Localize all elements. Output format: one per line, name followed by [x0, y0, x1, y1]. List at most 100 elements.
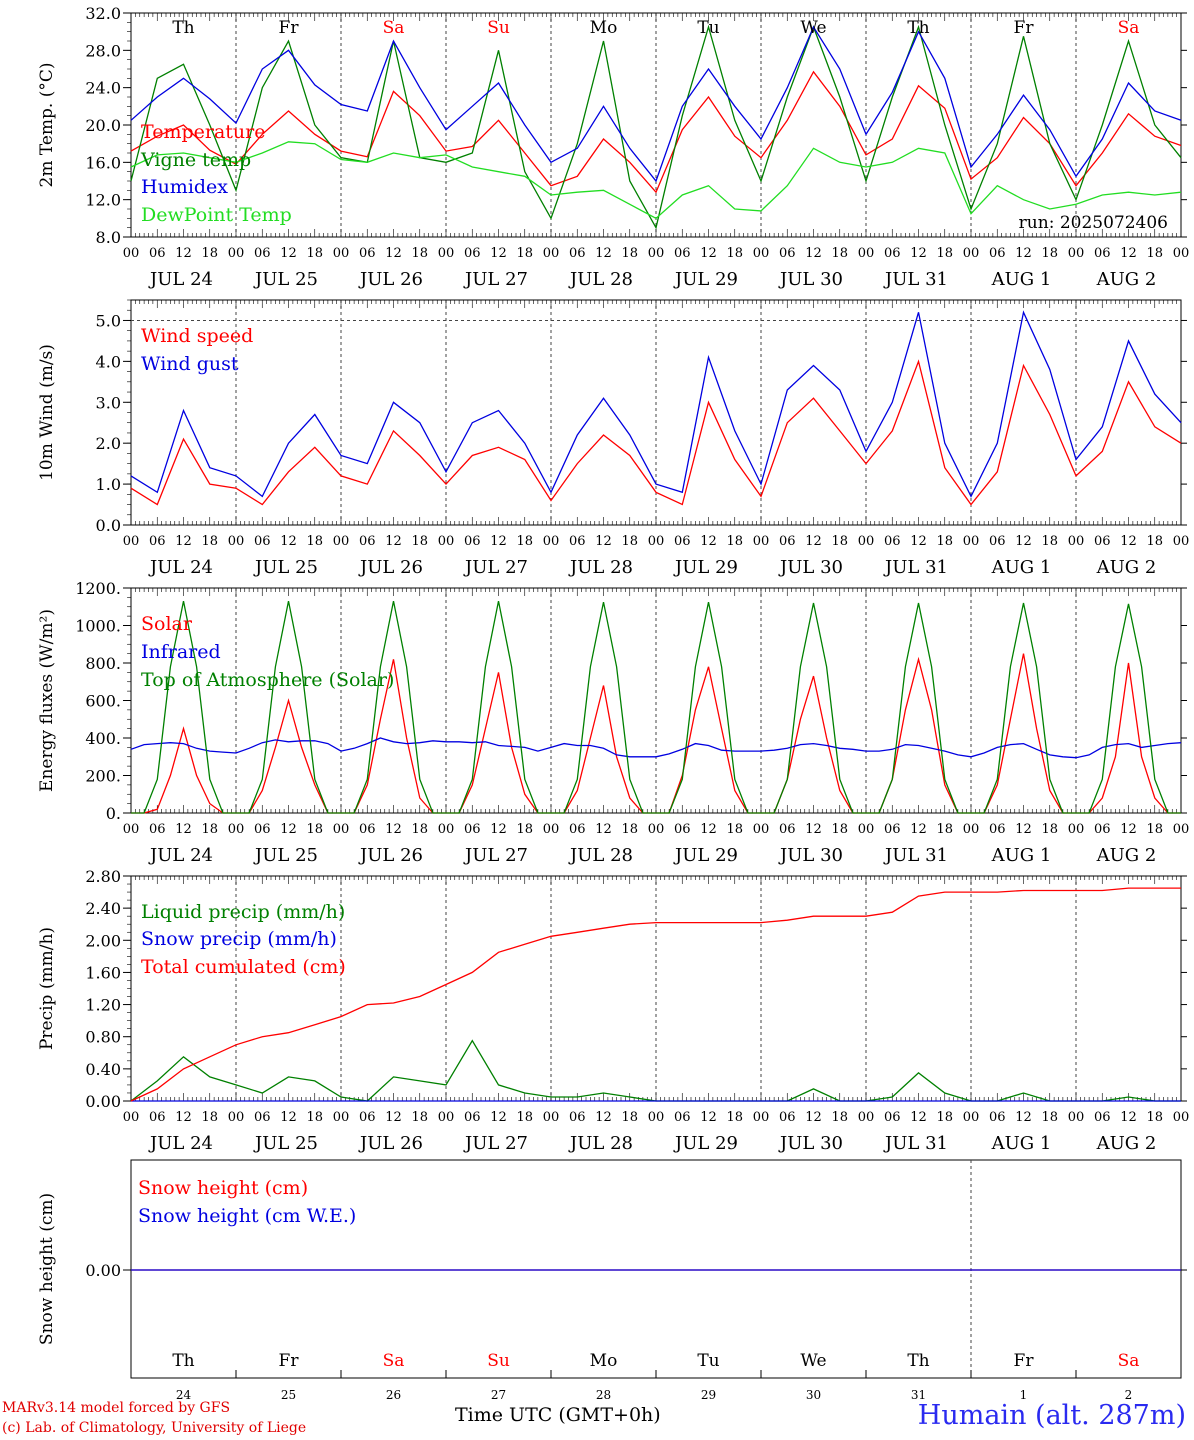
- hour-label: 06: [989, 822, 1006, 837]
- y-tick-label: 12.0: [85, 191, 121, 210]
- weekday-label: Sa: [383, 1351, 405, 1371]
- hour-label: 06: [884, 246, 901, 261]
- date-label: JUL 31: [883, 557, 948, 578]
- hour-label: 18: [936, 246, 953, 261]
- hour-label: 18: [516, 534, 533, 549]
- y-tick-label: 200.: [85, 767, 121, 786]
- hour-label: 18: [411, 534, 428, 549]
- hour-label: 00: [1173, 1110, 1190, 1125]
- hour-label: 12: [280, 246, 297, 261]
- legend-entry: DewPoint Temp: [141, 204, 292, 226]
- y-tick-label: 32.0: [85, 4, 121, 23]
- y-tick-label: 0.0: [96, 516, 121, 535]
- series-line-4: [130, 141, 1182, 220]
- date-label: JUL 24: [148, 557, 213, 578]
- hour-label: 00: [753, 1110, 770, 1125]
- hour-label: 12: [595, 1110, 612, 1125]
- station-name: Humain (alt. 287m): [917, 1400, 1186, 1431]
- y-axis-label: Snow height (cm): [37, 1193, 57, 1345]
- day-number-label: 28: [596, 1388, 611, 1402]
- y-tick-label: 1000.: [75, 617, 121, 636]
- hour-label: 18: [621, 1110, 638, 1125]
- date-label: JUL 24: [148, 269, 213, 290]
- hour-label: 12: [595, 246, 612, 261]
- legend-entry: Humidex: [141, 176, 228, 198]
- y-tick-label: 24.0: [85, 79, 121, 98]
- hour-label: 12: [490, 822, 507, 837]
- weekday-label: Su: [487, 1351, 510, 1371]
- panel-3: [123, 587, 1187, 814]
- date-label: JUL 26: [358, 557, 423, 578]
- weekday-label: Fr: [1014, 1351, 1035, 1371]
- date-label: JUL 28: [568, 269, 633, 290]
- hour-label: 00: [963, 1110, 980, 1125]
- hour-label: 18: [936, 822, 953, 837]
- legend-entry: Snow height (cm): [138, 1177, 308, 1199]
- date-label: JUL 24: [148, 845, 213, 866]
- y-axis-label: 2m Temp. (°C): [37, 62, 57, 187]
- hour-label: 12: [490, 246, 507, 261]
- weekday-label: Sa: [1118, 1351, 1140, 1371]
- hour-label: 06: [1094, 246, 1111, 261]
- y-tick-label: 5.0: [96, 311, 121, 330]
- date-label: JUL 25: [253, 1133, 318, 1154]
- hour-label: 00: [1068, 822, 1085, 837]
- hour-label: 12: [595, 534, 612, 549]
- hour-label: 06: [674, 534, 691, 549]
- y-tick-label: 1.0: [96, 475, 121, 494]
- day-number-label: 2: [1125, 1388, 1133, 1402]
- hour-label: 06: [359, 822, 376, 837]
- hour-label: 06: [989, 534, 1006, 549]
- hour-label: 12: [700, 1110, 717, 1125]
- hour-label: 18: [831, 246, 848, 261]
- hour-label: 12: [280, 534, 297, 549]
- panel-5: [123, 1159, 1187, 1379]
- hour-label: 18: [201, 246, 218, 261]
- y-tick-label: 28.0: [85, 41, 121, 60]
- hour-label: 00: [648, 1110, 665, 1125]
- hour-label: 12: [1015, 534, 1032, 549]
- hour-label: 06: [569, 534, 586, 549]
- y-tick-label: 20.0: [85, 116, 121, 135]
- hour-label: 00: [438, 246, 455, 261]
- hour-label: 18: [1146, 534, 1163, 549]
- hour-label: 12: [910, 1110, 927, 1125]
- weekday-label: Th: [172, 18, 194, 38]
- hour-label: 12: [175, 822, 192, 837]
- date-label: JUL 25: [253, 845, 318, 866]
- hour-label: 18: [1041, 534, 1058, 549]
- hour-label: 00: [753, 246, 770, 261]
- date-label: AUG 1: [991, 269, 1052, 290]
- day-number-label: 26: [386, 1388, 401, 1402]
- hour-label: 06: [779, 246, 796, 261]
- hour-label: 00: [543, 534, 560, 549]
- hour-label: 06: [149, 534, 166, 549]
- hour-label: 12: [490, 1110, 507, 1125]
- hour-label: 00: [1173, 822, 1190, 837]
- hour-label: 12: [1120, 246, 1137, 261]
- date-label: JUL 31: [883, 845, 948, 866]
- legend-entry: Liquid precip (mm/h): [141, 901, 345, 923]
- hour-label: 18: [1146, 822, 1163, 837]
- date-label: AUG 2: [1096, 1133, 1157, 1154]
- legend-entry: Top of Atmosphere (Solar): [141, 669, 394, 691]
- hour-label: 00: [543, 246, 560, 261]
- hour-label: 00: [228, 534, 245, 549]
- date-label: JUL 31: [883, 1133, 948, 1154]
- date-label: JUL 27: [463, 845, 528, 866]
- y-tick-label: 2.00: [85, 931, 121, 950]
- hour-label: 00: [123, 534, 140, 549]
- hour-label: 06: [569, 1110, 586, 1125]
- hour-label: 06: [1094, 534, 1111, 549]
- hour-label: 06: [569, 246, 586, 261]
- y-tick-label: 2.0: [96, 434, 121, 453]
- day-number-label: 27: [491, 1388, 506, 1402]
- hour-label: 06: [884, 534, 901, 549]
- y-tick-label: 1.20: [85, 996, 121, 1015]
- hour-label: 12: [910, 246, 927, 261]
- legend-entry: Wind speed: [141, 325, 253, 347]
- hour-label: 00: [228, 1110, 245, 1125]
- hour-label: 12: [1015, 246, 1032, 261]
- y-tick-label: 400.: [85, 729, 121, 748]
- weekday-label: Sa: [1118, 18, 1140, 38]
